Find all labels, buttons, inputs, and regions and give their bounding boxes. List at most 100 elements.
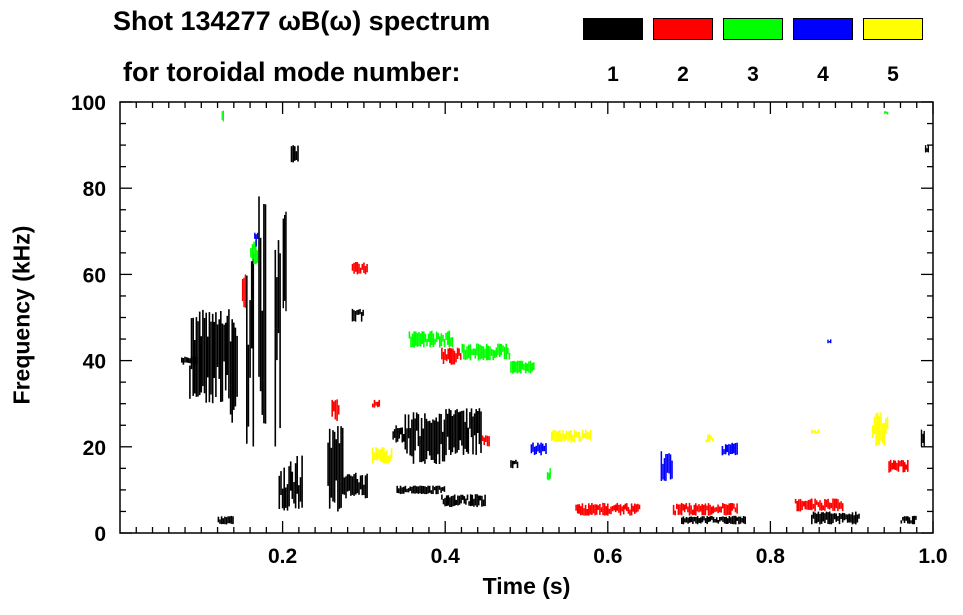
spectral-mark <box>474 494 477 506</box>
spectral-mark <box>462 410 465 455</box>
spectral-mark <box>680 502 683 516</box>
spectral-mark <box>837 516 839 521</box>
spectral-mark <box>277 240 280 334</box>
spectral-mark <box>376 401 379 408</box>
spectral-mark <box>900 460 903 467</box>
spectral-mark <box>520 360 522 374</box>
spectral-mark <box>722 503 724 509</box>
spectral-feature-mode-3 <box>250 240 259 265</box>
spectral-mark <box>255 240 257 265</box>
spectral-mark <box>294 146 296 161</box>
spectral-mark <box>459 411 462 441</box>
spectral-mark <box>524 362 527 374</box>
spectral-mark <box>244 274 247 308</box>
series-mode-4 <box>254 232 832 481</box>
spectral-mark <box>473 498 475 507</box>
spectral-mark <box>358 263 360 274</box>
spectral-mark <box>619 504 622 516</box>
spectral-feature-mode-1 <box>900 515 917 525</box>
spectral-mark <box>190 356 193 364</box>
spectral-mark <box>479 495 482 501</box>
spectral-mark <box>343 477 346 495</box>
spectral-mark <box>581 429 584 439</box>
spectral-mark <box>706 516 708 525</box>
spectral-mark <box>586 509 588 516</box>
spectral-mark <box>480 411 482 453</box>
spectral-mark <box>889 459 892 472</box>
spectral-mark <box>807 500 810 510</box>
spectral-mark <box>418 332 420 347</box>
spectral-mark <box>727 518 729 524</box>
spectral-mark <box>250 248 252 258</box>
spectral-mark <box>428 485 431 493</box>
spectral-mark <box>442 335 444 342</box>
spectral-mark <box>736 503 738 514</box>
spectral-mark <box>690 516 693 523</box>
spectral-mark <box>734 507 737 513</box>
spectral-mark <box>414 418 416 451</box>
spectral-mark <box>924 145 927 153</box>
spectral-mark <box>528 361 530 373</box>
spectral-mark <box>695 503 697 516</box>
spectral-mark <box>458 495 461 505</box>
spectral-mark <box>660 451 663 481</box>
x-tick-label: 0.4 <box>431 545 461 568</box>
spectral-mark <box>417 486 420 494</box>
spectral-mark <box>734 443 737 456</box>
spectral-mark <box>830 513 833 525</box>
spectral-mark <box>444 497 446 507</box>
spectral-mark <box>516 360 519 374</box>
spectral-mark <box>804 500 807 510</box>
spectral-mark <box>358 482 360 495</box>
spectral-mark <box>232 516 234 525</box>
legend-label-mode-3: 3 <box>747 63 759 86</box>
spectral-mark <box>424 486 426 495</box>
spectral-mark <box>599 504 601 515</box>
spectral-feature-mode-5 <box>872 412 889 447</box>
spectral-mark <box>434 338 436 345</box>
spectral-mark <box>217 516 220 523</box>
spectral-mark <box>830 339 832 344</box>
spectral-mark <box>364 475 367 499</box>
spectral-mark <box>333 401 335 412</box>
spectral-mark <box>878 416 881 445</box>
spectral-mark <box>278 475 281 509</box>
legend-swatch-mode-4 <box>793 18 853 40</box>
spectral-mark <box>888 461 890 473</box>
spectral-mark <box>448 408 450 450</box>
spectral-mark <box>396 485 398 493</box>
spectral-mark <box>213 321 216 378</box>
spectral-mark <box>430 422 433 460</box>
spectral-mark <box>483 437 485 445</box>
spectral-mark <box>296 456 298 494</box>
spectral-mark <box>478 408 481 445</box>
spectral-feature-mode-2 <box>351 262 368 275</box>
spectral-mark <box>452 495 454 507</box>
spectral-mark <box>741 518 743 523</box>
spectral-mark <box>926 148 928 152</box>
spectral-mark <box>812 430 815 433</box>
spectral-mark <box>249 300 251 378</box>
spectral-mark <box>701 504 703 516</box>
spectral-mark <box>202 309 204 387</box>
spectral-mark <box>711 437 714 442</box>
spectral-mark <box>838 513 841 525</box>
spectral-mark <box>840 501 842 509</box>
spectral-mark <box>390 448 393 459</box>
spectral-mark <box>481 345 483 359</box>
spectral-mark <box>827 339 829 344</box>
spectral-mark <box>375 446 377 461</box>
spectral-mark <box>247 344 250 427</box>
spectral-mark <box>589 505 592 515</box>
spectral-mark <box>353 310 355 321</box>
spectral-mark <box>433 420 436 463</box>
spectral-mark <box>407 414 410 439</box>
spectral-mark <box>284 215 286 301</box>
spectral-mark <box>665 454 667 481</box>
spectral-mark <box>731 503 734 511</box>
y-tick-label: 40 <box>83 351 106 374</box>
spectral-mark <box>293 482 295 504</box>
spectral-mark <box>719 517 721 522</box>
spectral-feature-mode-1 <box>445 408 482 456</box>
spectral-mark <box>348 474 351 491</box>
